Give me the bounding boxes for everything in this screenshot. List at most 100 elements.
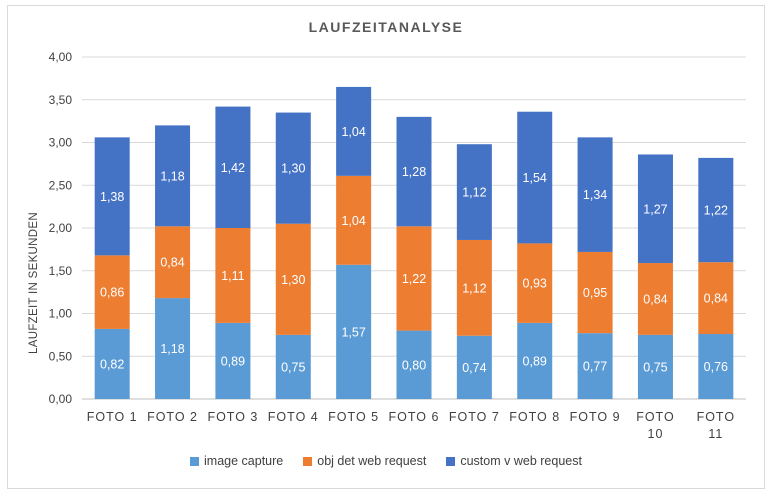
bar-segment: [517, 111, 553, 244]
data-label: 1,42: [221, 161, 245, 175]
data-label: 1,11: [221, 269, 244, 283]
x-tick-label: FOTO 2: [147, 410, 198, 424]
bar-segment: [275, 112, 311, 224]
bar-segment: [215, 106, 251, 228]
bar-segment: [698, 157, 734, 263]
data-label: 1,57: [341, 325, 365, 339]
y-tick-label: 2,50: [49, 178, 73, 192]
bar-segment: [396, 226, 432, 331]
data-label: 1,54: [523, 171, 547, 185]
bar-segment: [698, 262, 734, 335]
data-label: 1,12: [462, 186, 486, 200]
bar-segment: [275, 334, 311, 399]
data-label: 0,86: [100, 286, 124, 300]
chart-legend: image capture obj det web request custom v…: [0, 454, 772, 468]
data-label: 1,28: [402, 165, 426, 179]
bar-segment: [94, 255, 130, 329]
data-label: 0,77: [583, 360, 607, 374]
x-tick-label: FOTO 9: [570, 410, 621, 424]
data-label: 1,18: [160, 342, 184, 356]
data-label: 0,74: [462, 361, 486, 375]
y-tick-label: 1,00: [49, 307, 73, 321]
data-label: 1,30: [281, 162, 305, 176]
x-tick-label: FOTO: [636, 410, 675, 424]
data-label: 0,84: [160, 256, 184, 270]
x-tick-label: FOTO 3: [207, 410, 258, 424]
bar-segment: [155, 298, 191, 399]
data-label: 0,89: [221, 354, 245, 368]
bar-segment: [456, 335, 492, 399]
data-label: 0,75: [643, 360, 667, 374]
bar-segment: [637, 334, 673, 399]
bar-segment: [456, 239, 492, 336]
data-label: 0,84: [704, 292, 728, 306]
x-tick-label: 10: [648, 427, 664, 441]
bar-segment: [637, 154, 673, 264]
data-label: 1,22: [402, 272, 426, 286]
bar-segment: [94, 137, 130, 256]
data-label: 0,93: [523, 277, 547, 291]
legend-swatch: [303, 456, 313, 466]
legend-item: image capture: [190, 454, 283, 468]
x-tick-label: FOTO 8: [509, 410, 560, 424]
data-label: 1,38: [100, 190, 124, 204]
data-label: 1,04: [341, 125, 365, 139]
x-tick-label: FOTO 1: [87, 410, 138, 424]
data-label: 0,84: [643, 292, 667, 306]
data-label: 1,04: [341, 214, 365, 228]
data-label: 0,82: [100, 357, 124, 371]
legend-swatch: [446, 456, 456, 466]
legend-item: custom v web request: [446, 454, 582, 468]
y-tick-label: 1,50: [49, 264, 73, 278]
bar-segment: [396, 116, 432, 227]
bar-segment: [577, 251, 613, 334]
bar-segment: [456, 144, 492, 240]
x-tick-label: FOTO 4: [268, 410, 319, 424]
y-tick-label: 0,50: [49, 349, 73, 363]
x-tick-label: FOTO 7: [449, 410, 500, 424]
data-label: 0,76: [704, 360, 728, 374]
bar-segment: [517, 322, 553, 399]
bar-segment: [155, 226, 191, 299]
data-label: 0,95: [583, 286, 607, 300]
data-label: 1,18: [160, 169, 184, 183]
x-tick-label: FOTO 5: [328, 410, 379, 424]
data-label: 1,34: [583, 188, 607, 202]
bar-segment: [577, 333, 613, 399]
data-label: 1,27: [643, 202, 667, 216]
x-tick-label: FOTO 6: [389, 410, 440, 424]
y-tick-label: 0,00: [49, 392, 73, 406]
bar-segment: [155, 125, 191, 227]
y-tick-label: 3,00: [49, 136, 73, 150]
legend-swatch: [190, 456, 200, 466]
bar-segment: [336, 175, 372, 265]
bar-segment: [577, 137, 613, 252]
bar-segment: [215, 228, 251, 323]
bar-segment: [637, 263, 673, 335]
bar-segment: [336, 86, 372, 176]
legend-label: image capture: [204, 454, 284, 468]
data-label: 1,30: [281, 273, 305, 287]
x-tick-label: 11: [708, 427, 723, 441]
bar-segment: [336, 264, 372, 399]
data-label: 1,22: [704, 204, 728, 218]
bar-segment: [517, 243, 553, 323]
bar-segment: [94, 328, 130, 399]
data-label: 0,80: [402, 358, 426, 372]
bar-segment: [396, 330, 432, 399]
data-label: 0,89: [523, 354, 547, 368]
x-tick-label: FOTO: [697, 410, 736, 424]
bar-segment: [275, 223, 311, 335]
data-label: 0,75: [281, 360, 305, 374]
y-tick-label: 2,00: [49, 221, 73, 235]
bar-segment: [215, 322, 251, 399]
legend-label: obj det web request: [317, 454, 427, 468]
data-label: 1,12: [462, 281, 486, 295]
y-tick-label: 3,50: [49, 93, 73, 107]
legend-item: obj det web request: [303, 454, 426, 468]
y-tick-label: 4,00: [49, 50, 73, 64]
bar-segment: [698, 334, 734, 399]
legend-label: custom v web request: [460, 454, 582, 468]
chart-title: LAUFZEITANALYSE: [308, 19, 464, 35]
